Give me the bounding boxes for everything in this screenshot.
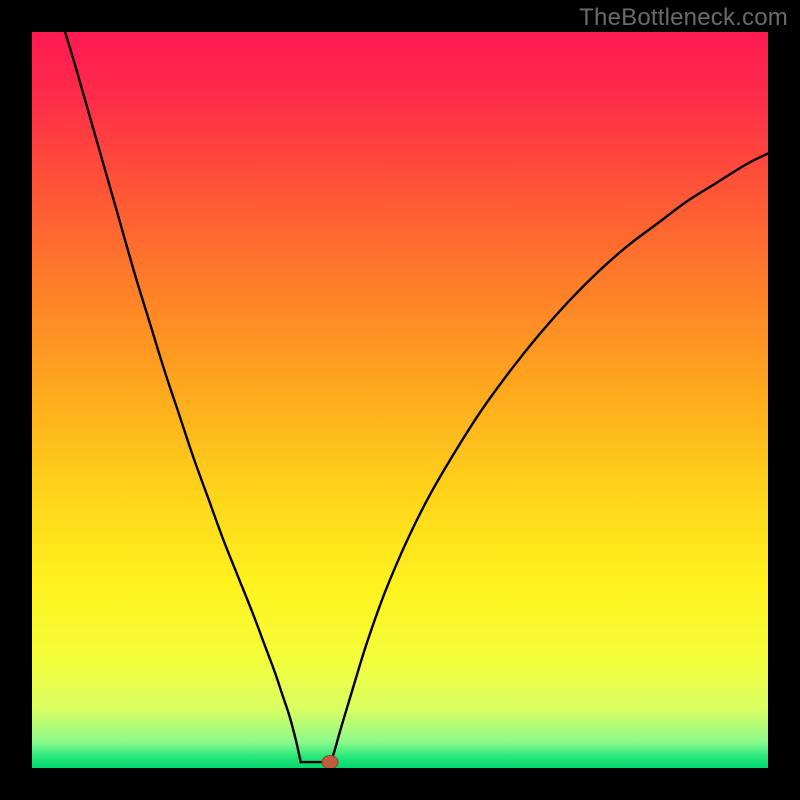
chart-frame: TheBottleneck.com	[0, 0, 800, 800]
gradient-background	[32, 32, 768, 768]
valley-marker	[322, 755, 338, 768]
watermark-text: TheBottleneck.com	[579, 4, 788, 32]
bottleneck-curve-chart	[32, 32, 768, 768]
plot-area	[32, 32, 768, 768]
